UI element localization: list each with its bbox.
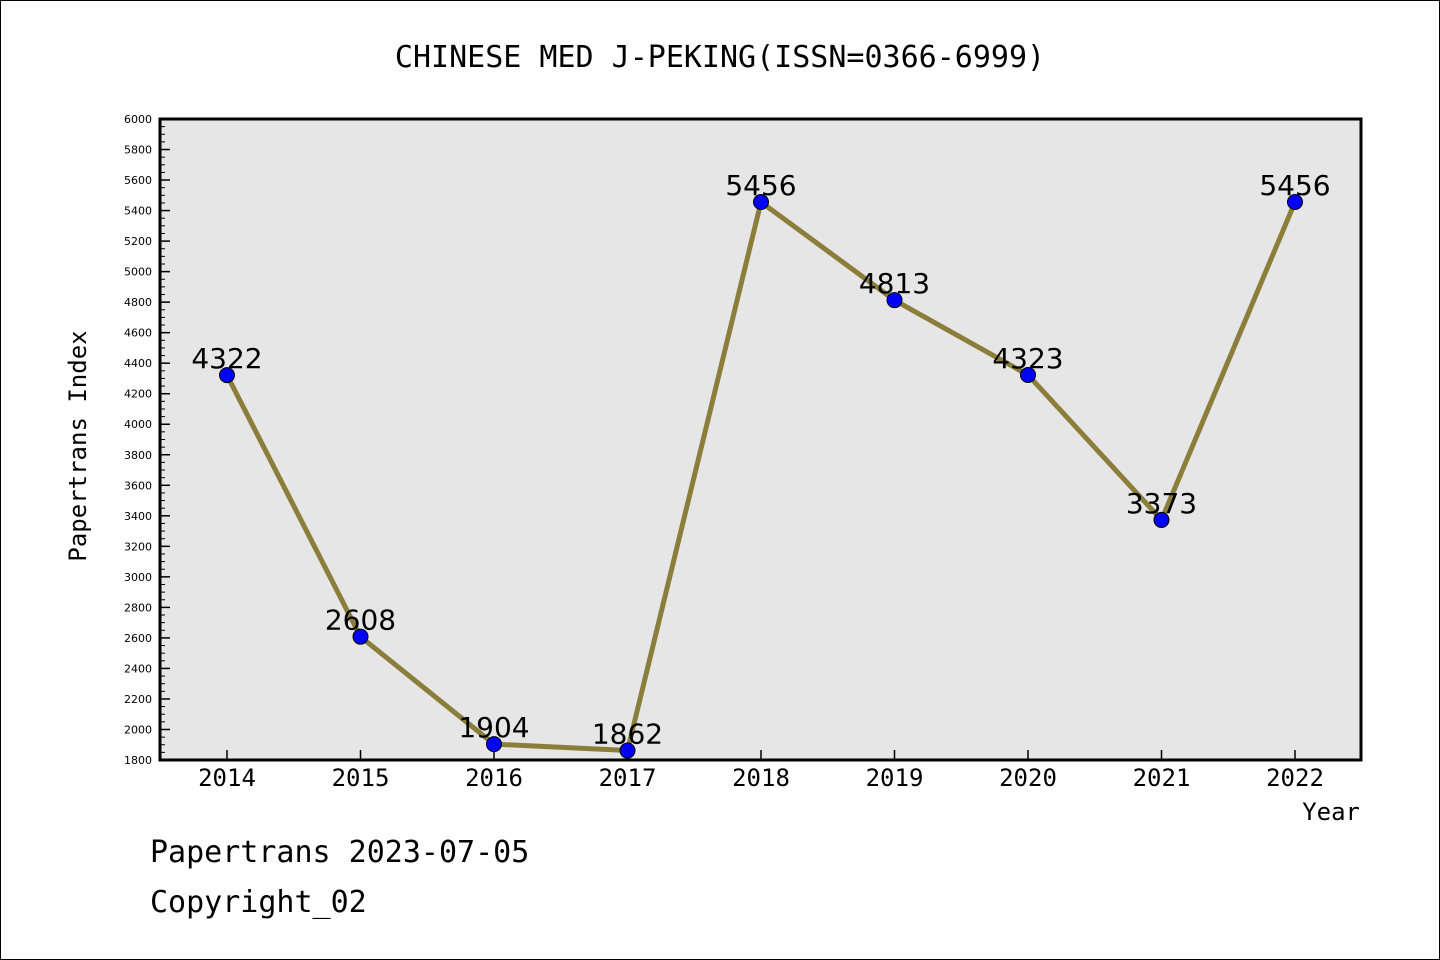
data-label: 1862 [592, 718, 663, 751]
data-label: 3373 [1126, 487, 1197, 520]
chart-title: CHINESE MED J-PEKING(ISSN=0366-6999) [395, 40, 1045, 75]
y-tick-label: 1800 [124, 754, 152, 767]
x-tick-label: 2020 [999, 764, 1057, 792]
x-tick-label: 2019 [866, 764, 924, 792]
y-tick-label: 3600 [124, 479, 152, 492]
data-point [486, 736, 502, 753]
footer-copyright: Copyright_02 [150, 885, 367, 920]
y-tick-label: 5200 [124, 235, 152, 248]
y-tick-label: 4200 [124, 388, 152, 401]
data-point [619, 742, 636, 759]
data-label: 5456 [725, 169, 796, 202]
data-label: 4323 [992, 342, 1063, 375]
y-tick-label: 6000 [124, 113, 152, 126]
plot-area [158, 117, 1363, 762]
x-axis: 2014 2015 2016 2017 2018 2019 2020 2021 2022 [198, 750, 1324, 792]
data-label: 5456 [1259, 169, 1330, 202]
y-tick-label: 2400 [124, 662, 152, 675]
x-tick-label: 2021 [1133, 764, 1191, 792]
y-tick-label: 3200 [124, 540, 152, 553]
series-papertrans-index: 4322 2608 1904 1862 5456 4813 4323 3373 5456 [191, 169, 1331, 759]
x-tick-label: 2018 [732, 764, 790, 792]
data-point [1020, 366, 1036, 383]
data-label: 4322 [191, 342, 262, 375]
y-tick-label: 5000 [124, 266, 152, 279]
y-tick-label: 2800 [124, 601, 152, 614]
x-tick-label: 2016 [465, 764, 523, 792]
y-tick-label: 5800 [124, 144, 152, 157]
data-label: 4813 [859, 267, 930, 300]
x-tick-label: 2022 [1266, 764, 1324, 792]
data-point [886, 292, 903, 309]
y-tick-label: 4800 [124, 296, 152, 309]
y-tick-label: 3400 [124, 510, 152, 523]
x-tick-label: 2015 [332, 764, 390, 792]
y-tick-label: 4000 [124, 418, 152, 431]
y-tick-label: 3000 [124, 571, 152, 584]
x-tick-label: 2014 [198, 764, 256, 792]
y-tick-label: 4600 [124, 327, 152, 340]
y-tick-label: 3800 [124, 449, 152, 462]
y-tick-label: 2600 [124, 632, 152, 645]
y-tick-label: 4400 [124, 357, 152, 370]
y-tick-label: 2000 [124, 723, 152, 736]
data-point [219, 367, 235, 384]
y-axis: 1800 2000 2200 2400 2600 2800 3000 3200 3400 3600… [124, 113, 170, 767]
data-label: 1904 [458, 711, 529, 744]
data-point [1153, 511, 1170, 528]
y-tick-label: 5400 [124, 205, 152, 218]
data-point [352, 628, 369, 645]
y-tick-label: 5600 [124, 174, 152, 187]
x-axis-label: Year [1302, 798, 1360, 826]
y-axis-label: Papertrans Index [64, 330, 92, 561]
x-tick-label: 2017 [599, 764, 657, 792]
data-label: 2608 [325, 604, 396, 637]
y-tick-label: 2200 [124, 693, 152, 706]
footer-date: Papertrans 2023-07-05 [150, 835, 530, 870]
data-point [1287, 194, 1303, 211]
data-point [753, 194, 769, 211]
